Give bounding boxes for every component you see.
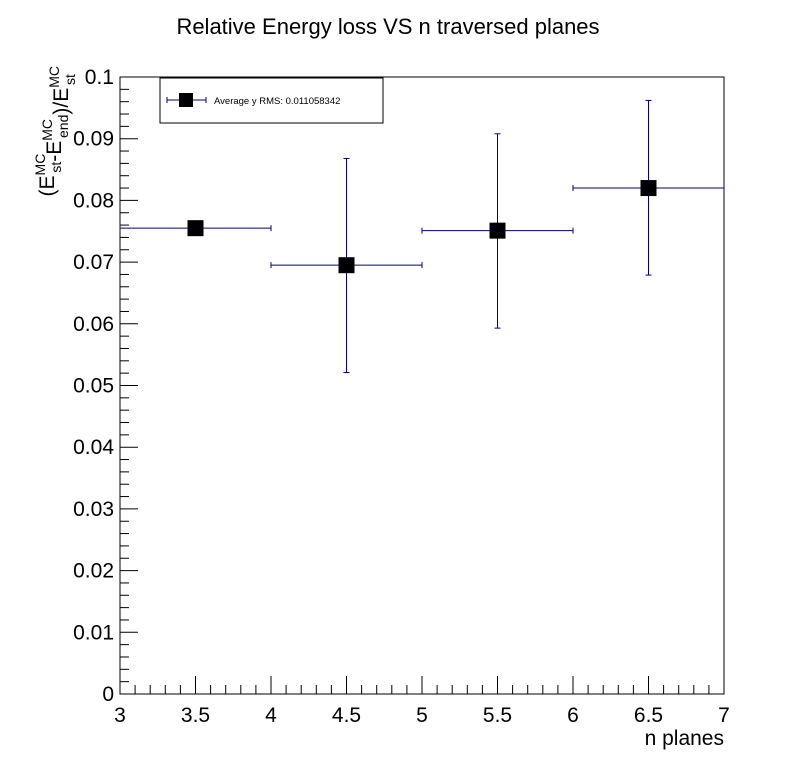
y-tick-label: 0.04 <box>73 436 114 459</box>
y-tick-label: 0 <box>102 683 114 706</box>
y-tick-label: 0.05 <box>73 375 114 398</box>
y-tick-label: 0.01 <box>73 621 114 644</box>
y-tick-label: 0.07 <box>73 251 114 274</box>
x-tick-label: 3.5 <box>181 704 210 727</box>
x-axis: 3 3.5 4 4.5 5 5.5 6 6.5 7 <box>114 676 730 727</box>
chart-title: Relative Energy loss VS n traversed plan… <box>176 14 599 39</box>
y-axis-label-superscript: MC <box>39 119 55 141</box>
y-tick-label: 0.03 <box>73 498 114 521</box>
legend-marker <box>179 93 193 107</box>
y-axis-label-superscript: MC <box>32 154 48 176</box>
y-axis-label-subscript: end <box>55 115 71 138</box>
y-tick-label: 0.1 <box>85 66 114 89</box>
y-axis-label-text: (E <box>36 175 59 196</box>
y-axis-label-subscript: st <box>48 162 64 173</box>
x-tick-label: 7 <box>718 704 730 727</box>
x-tick-label: 6 <box>567 704 579 727</box>
y-axis-label-text: )/E <box>50 88 73 115</box>
y-axis-label-subscript: st <box>62 74 78 85</box>
x-tick-label: 4.5 <box>332 704 361 727</box>
y-axis: 0 0.01 0.02 0.03 0.04 0.05 0.06 0.07 0.08 0.09 0.1 <box>73 66 138 706</box>
data-point <box>489 222 506 239</box>
y-tick-label: 0.02 <box>73 560 114 583</box>
data-point <box>640 180 657 197</box>
y-axis-label-text: -E <box>43 141 66 162</box>
x-tick-label: 5.5 <box>483 704 512 727</box>
y-axis-label-group: (EMCst-EMCend)/EMCst <box>32 66 78 196</box>
data-point <box>187 220 204 237</box>
y-axis-label: (EMCst-EMCend)/EMCst <box>32 66 78 196</box>
data-series <box>119 99 725 374</box>
data-point <box>338 257 355 274</box>
x-axis-label: n planes <box>645 727 724 750</box>
x-tick-label: 6.5 <box>634 704 663 727</box>
plot-frame <box>119 76 725 695</box>
x-tick-label: 3 <box>114 704 126 727</box>
legend: Average y RMS: 0.011058342 <box>159 77 384 124</box>
y-tick-label: 0.09 <box>73 128 114 151</box>
x-tick-label: 4 <box>265 704 277 727</box>
x-tick-label: 5 <box>416 704 428 727</box>
y-axis-label-superscript: MC <box>46 66 62 88</box>
legend-entry-label: Average y RMS: 0.011058342 <box>214 96 340 107</box>
y-tick-label: 0.08 <box>73 189 114 212</box>
y-tick-label: 0.06 <box>73 313 114 336</box>
